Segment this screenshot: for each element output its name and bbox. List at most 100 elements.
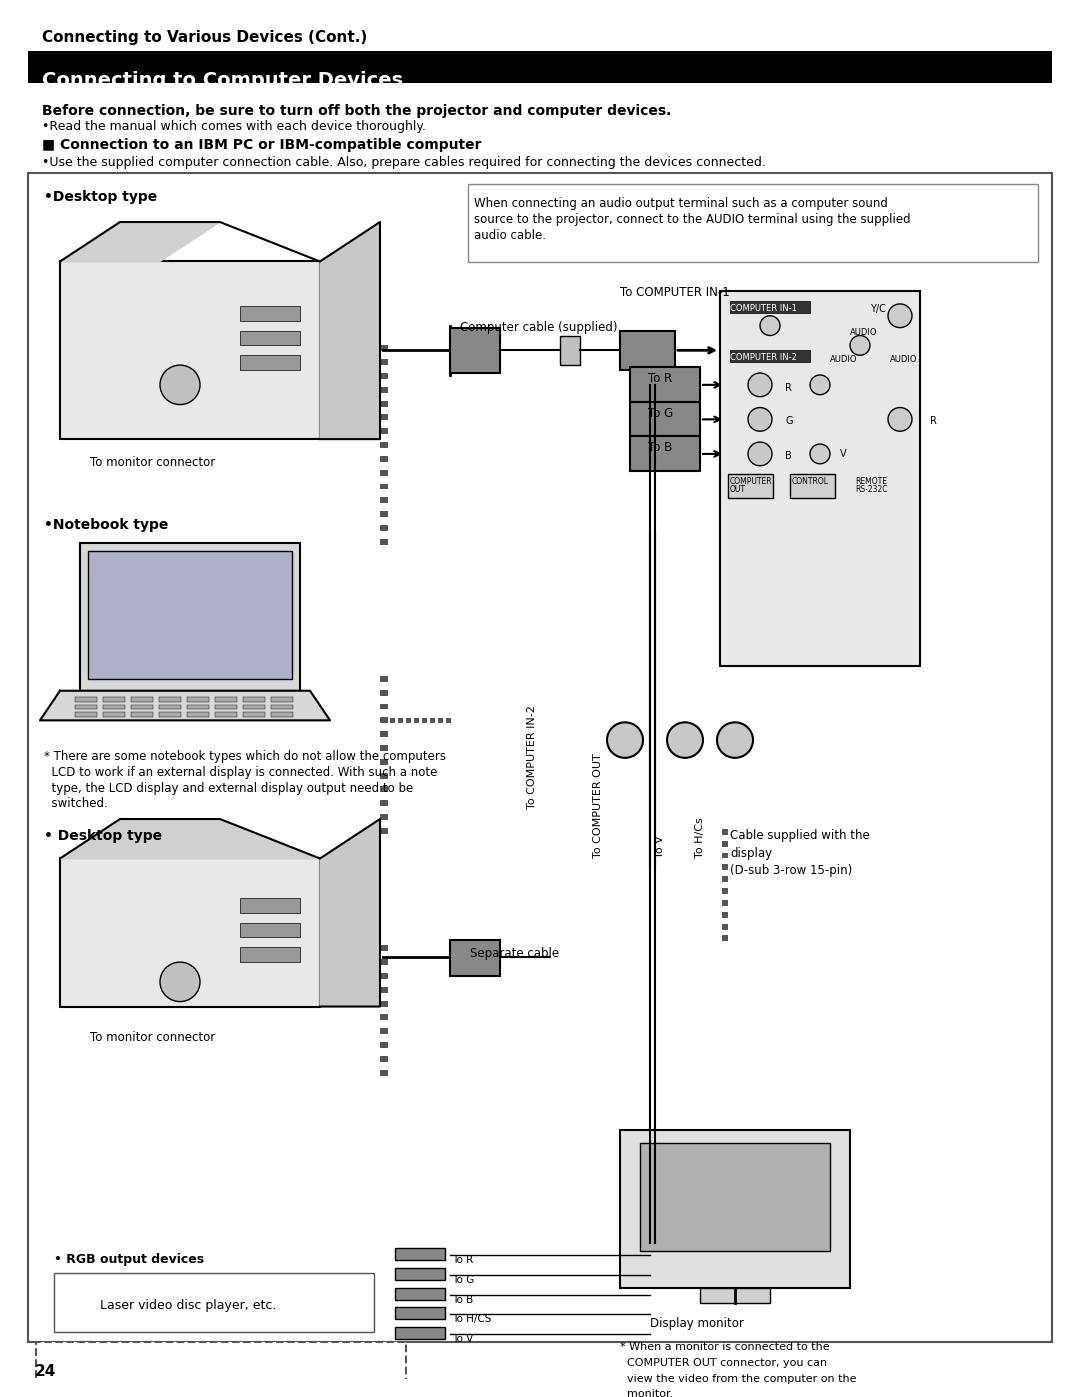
- Text: To G: To G: [453, 1275, 474, 1285]
- Text: * When a monitor is connected to the: * When a monitor is connected to the: [620, 1343, 829, 1352]
- Text: •Desktop type: •Desktop type: [44, 190, 158, 204]
- Bar: [271, 704, 293, 710]
- Bar: [723, 936, 728, 942]
- Text: To H/CS: To H/CS: [453, 1315, 491, 1324]
- Bar: [75, 704, 97, 710]
- Text: source to the projector, connect to the AUDIO terminal using the supplied: source to the projector, connect to the …: [474, 214, 910, 226]
- Text: •Read the manual which comes with each device thoroughly.: •Read the manual which comes with each d…: [42, 120, 426, 133]
- Text: Y/C: Y/C: [870, 305, 886, 314]
- Bar: [54, 1273, 374, 1333]
- Bar: [380, 525, 388, 531]
- Polygon shape: [40, 690, 330, 721]
- Bar: [380, 373, 388, 379]
- Bar: [380, 1056, 388, 1062]
- Bar: [187, 704, 210, 710]
- Text: To R: To R: [453, 1255, 473, 1266]
- Text: LCD to work if an external display is connected. With such a note: LCD to work if an external display is co…: [44, 766, 437, 778]
- Bar: [380, 387, 388, 393]
- Bar: [380, 539, 388, 545]
- Bar: [438, 718, 443, 724]
- Text: To COMPUTER IN-2: To COMPUTER IN-2: [527, 705, 537, 809]
- Bar: [243, 697, 265, 701]
- Bar: [380, 773, 388, 778]
- Text: COMPUTER: COMPUTER: [730, 476, 772, 486]
- Bar: [450, 940, 500, 977]
- Bar: [395, 1308, 445, 1319]
- Bar: [380, 455, 388, 462]
- Bar: [380, 429, 388, 434]
- Bar: [75, 697, 97, 701]
- Bar: [630, 401, 700, 436]
- Text: Separate cable: Separate cable: [470, 947, 559, 960]
- Bar: [640, 1143, 831, 1252]
- Text: V: V: [840, 448, 847, 460]
- Bar: [60, 859, 320, 1006]
- Bar: [723, 888, 728, 894]
- Bar: [380, 787, 388, 792]
- Bar: [131, 712, 153, 718]
- Bar: [380, 828, 388, 834]
- Bar: [60, 261, 320, 439]
- Text: Before connection, be sure to turn off both the projector and computer devices.: Before connection, be sure to turn off b…: [42, 103, 672, 117]
- Text: To COMPUTER OUT: To COMPUTER OUT: [593, 754, 603, 859]
- Bar: [159, 712, 181, 718]
- Bar: [28, 52, 1052, 82]
- Bar: [395, 1268, 445, 1280]
- Text: To COMPUTER IN-1: To COMPUTER IN-1: [620, 286, 730, 299]
- Bar: [131, 704, 153, 710]
- Bar: [380, 1000, 388, 1006]
- Bar: [240, 306, 300, 321]
- Text: To G: To G: [648, 407, 673, 419]
- Text: 24: 24: [35, 1363, 56, 1379]
- Bar: [103, 697, 125, 701]
- Circle shape: [888, 305, 912, 328]
- Circle shape: [810, 374, 831, 395]
- Circle shape: [810, 444, 831, 464]
- Bar: [380, 511, 388, 517]
- Bar: [240, 922, 300, 937]
- Polygon shape: [60, 819, 320, 859]
- Bar: [700, 1288, 770, 1302]
- Bar: [723, 865, 728, 870]
- Text: To monitor connector: To monitor connector: [90, 1031, 215, 1044]
- Bar: [159, 704, 181, 710]
- Bar: [620, 331, 675, 370]
- Bar: [620, 1130, 850, 1288]
- Bar: [243, 704, 265, 710]
- Text: * There are some notebook types which do not allow the computers: * There are some notebook types which do…: [44, 750, 446, 763]
- Bar: [380, 946, 388, 951]
- Bar: [380, 345, 388, 351]
- Text: COMPUTER OUT connector, you can: COMPUTER OUT connector, you can: [620, 1358, 827, 1368]
- Text: • RGB output devices: • RGB output devices: [54, 1253, 204, 1266]
- Circle shape: [667, 722, 703, 757]
- Bar: [380, 1014, 388, 1020]
- Bar: [80, 542, 300, 690]
- Text: Connecting to Computer Devices: Connecting to Computer Devices: [42, 71, 403, 89]
- Bar: [395, 1288, 445, 1299]
- Text: R: R: [785, 383, 792, 393]
- Bar: [723, 876, 728, 882]
- Polygon shape: [320, 222, 380, 439]
- Bar: [720, 291, 920, 666]
- Bar: [399, 718, 403, 724]
- Bar: [131, 697, 153, 701]
- Text: COMPUTER IN-2: COMPUTER IN-2: [730, 353, 797, 362]
- Bar: [380, 497, 388, 503]
- Bar: [450, 328, 500, 373]
- Text: Computer cable (supplied): Computer cable (supplied): [460, 321, 618, 334]
- Bar: [723, 852, 728, 859]
- Bar: [75, 712, 97, 718]
- Text: To monitor connector: To monitor connector: [90, 455, 215, 469]
- Bar: [271, 697, 293, 701]
- Circle shape: [760, 316, 780, 335]
- Bar: [395, 1249, 445, 1260]
- Bar: [723, 912, 728, 918]
- Bar: [380, 1070, 388, 1076]
- Bar: [630, 367, 700, 401]
- Circle shape: [748, 373, 772, 397]
- Bar: [271, 712, 293, 718]
- Polygon shape: [320, 819, 380, 1006]
- Bar: [380, 745, 388, 752]
- Text: To V: To V: [654, 835, 665, 859]
- Bar: [215, 712, 237, 718]
